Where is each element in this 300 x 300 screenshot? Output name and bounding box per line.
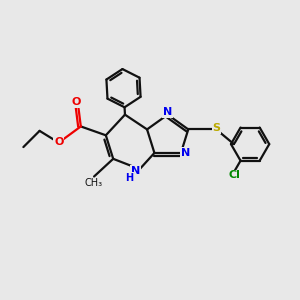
Text: CH₃: CH₃: [85, 178, 103, 188]
Text: Cl: Cl: [229, 170, 241, 180]
Text: N: N: [181, 148, 190, 158]
Text: N: N: [131, 166, 140, 176]
Text: H: H: [125, 173, 134, 183]
Text: O: O: [72, 97, 81, 107]
Text: N: N: [163, 107, 172, 117]
Text: S: S: [212, 123, 220, 133]
Text: O: O: [54, 137, 63, 147]
